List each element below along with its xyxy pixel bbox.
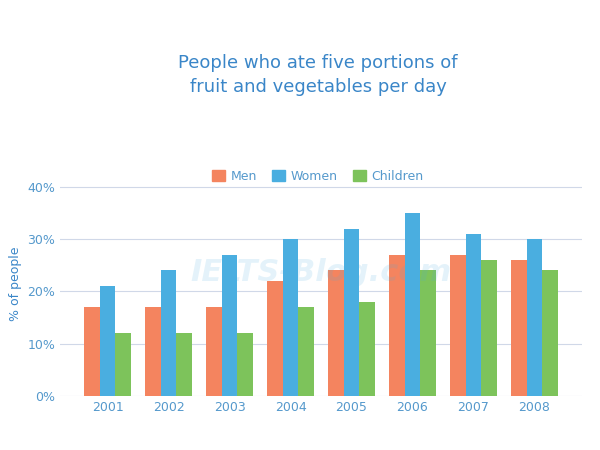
Bar	[527, 239, 542, 396]
Legend: Men, Women, Children: Men, Women, Children	[208, 166, 428, 186]
Bar	[404, 213, 421, 396]
Bar	[115, 333, 131, 396]
Bar	[344, 229, 359, 396]
Bar	[221, 255, 238, 396]
Bar	[238, 333, 253, 396]
Bar	[359, 302, 375, 396]
Bar	[511, 260, 527, 396]
Bar	[161, 270, 176, 396]
Bar	[176, 333, 192, 396]
Bar	[84, 307, 100, 396]
Bar	[466, 234, 481, 396]
Bar	[267, 281, 283, 396]
Bar	[389, 255, 404, 396]
Bar	[283, 239, 298, 396]
Bar	[298, 307, 314, 396]
Bar	[421, 270, 436, 396]
Bar	[542, 270, 558, 396]
Bar	[481, 260, 497, 396]
Bar	[206, 307, 221, 396]
Bar	[145, 307, 161, 396]
Y-axis label: % of people: % of people	[9, 246, 22, 321]
Bar	[328, 270, 344, 396]
Bar	[450, 255, 466, 396]
Text: IELTS-Blog.com: IELTS-Blog.com	[190, 258, 452, 287]
Bar	[100, 286, 115, 396]
Text: People who ate five portions of
fruit and vegetables per day: People who ate five portions of fruit an…	[178, 54, 458, 95]
